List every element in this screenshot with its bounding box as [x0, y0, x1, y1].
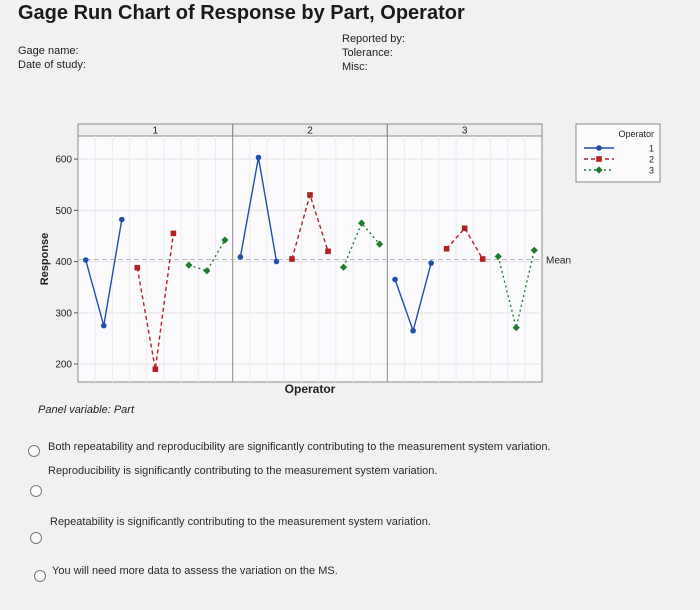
data-point-operator-1	[119, 216, 125, 223]
legend-marker	[596, 145, 602, 151]
radio-button[interactable]	[34, 570, 46, 582]
gage-run-chart: 1 2 3Mean200300400500600ResponseOperatorOp…	[39, 123, 661, 396]
x-axis-label: Operator	[285, 382, 336, 396]
legend-box	[575, 123, 661, 183]
legend-entry: 3	[649, 166, 654, 176]
series-line-operator-2	[446, 227, 484, 260]
legend-title: Operator	[618, 129, 654, 139]
data-point-operator-1	[273, 258, 280, 265]
misc-label: Misc:	[342, 61, 368, 73]
data-point-operator-3	[185, 261, 193, 269]
data-point-operator-1	[392, 276, 398, 283]
data-point-operator-1	[237, 254, 244, 260]
panel-label: 3	[462, 126, 468, 137]
y-tick-label: 500	[55, 206, 72, 217]
legend-marker	[595, 166, 603, 174]
option-label: You will need more data to assess the va…	[52, 565, 338, 577]
data-point-operator-1	[100, 322, 107, 329]
data-point-operator-2	[134, 264, 141, 271]
option-label: Repeatability is significantly contribut…	[50, 516, 431, 528]
date-of-study-label: Date of study:	[18, 59, 86, 71]
gage-name-label: Gage name:	[18, 45, 79, 57]
y-tick-label: 400	[55, 257, 72, 268]
data-point-operator-1	[255, 154, 262, 161]
series-line-operator-3	[497, 250, 535, 328]
y-tick-label: 200	[55, 360, 72, 371]
plot-area	[77, 123, 543, 383]
y-tick-label: 300	[55, 308, 72, 319]
data-point-operator-3	[339, 263, 348, 271]
data-point-operator-2	[307, 192, 313, 198]
data-point-operator-2	[152, 366, 159, 372]
chart-title: Gage Run Chart of Response by Part, Oper…	[18, 2, 465, 24]
reported-by-label: Reported by:	[342, 33, 405, 45]
report-info: Reported by: Tolerance: Misc:	[342, 32, 405, 74]
radio-button[interactable]	[28, 445, 40, 457]
data-point-operator-1	[428, 260, 434, 266]
data-point-operator-3	[357, 219, 366, 227]
option-label: Both repeatability and reproducibility a…	[48, 441, 551, 453]
y-axis-label: Response	[39, 233, 51, 286]
data-point-operator-3	[221, 236, 229, 244]
data-point-operator-1	[410, 327, 416, 334]
data-point-operator-3	[530, 246, 538, 254]
panel-label: 2	[307, 126, 313, 137]
legend-entry: 1	[649, 144, 654, 154]
data-point-operator-3	[494, 252, 502, 261]
data-point-operator-2	[170, 230, 177, 237]
legend-marker	[596, 156, 602, 162]
data-point-operator-2	[325, 248, 331, 255]
data-point-operator-3	[203, 267, 211, 275]
panel-variable-label: Panel variable: Part	[38, 404, 134, 416]
data-point-operator-3	[512, 324, 520, 332]
mean-label: Mean	[546, 256, 571, 267]
data-point-operator-3	[376, 240, 384, 248]
legend-entry: 2	[649, 155, 654, 165]
radio-button[interactable]	[30, 485, 42, 497]
tolerance-label: Tolerance:	[342, 47, 393, 59]
radio-button[interactable]	[30, 532, 42, 544]
data-point-operator-2	[461, 225, 468, 232]
data-point-operator-2	[289, 256, 295, 262]
data-point-operator-2	[479, 256, 486, 262]
data-point-operator-2	[443, 245, 450, 252]
series-line-operator-3	[342, 221, 381, 268]
y-tick-label: 600	[55, 155, 72, 166]
panel-label: 1	[153, 126, 159, 137]
data-point-operator-1	[82, 257, 89, 263]
series-line-operator-3	[188, 239, 226, 272]
option-label: Reproducibility is significantly contrib…	[48, 465, 438, 477]
study-info: Gage name: Date of study:	[18, 44, 86, 72]
